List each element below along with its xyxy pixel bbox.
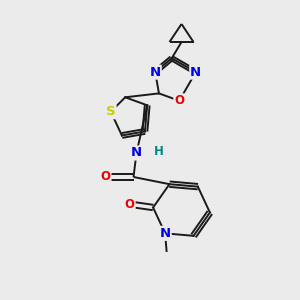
Text: O: O (174, 94, 184, 107)
Text: S: S (106, 105, 116, 118)
Text: O: O (125, 198, 135, 211)
Text: N: N (160, 227, 171, 240)
Text: O: O (100, 170, 111, 184)
Text: N: N (190, 66, 201, 79)
Text: N: N (131, 146, 142, 160)
Text: H: H (154, 145, 164, 158)
Text: N: N (150, 66, 161, 79)
